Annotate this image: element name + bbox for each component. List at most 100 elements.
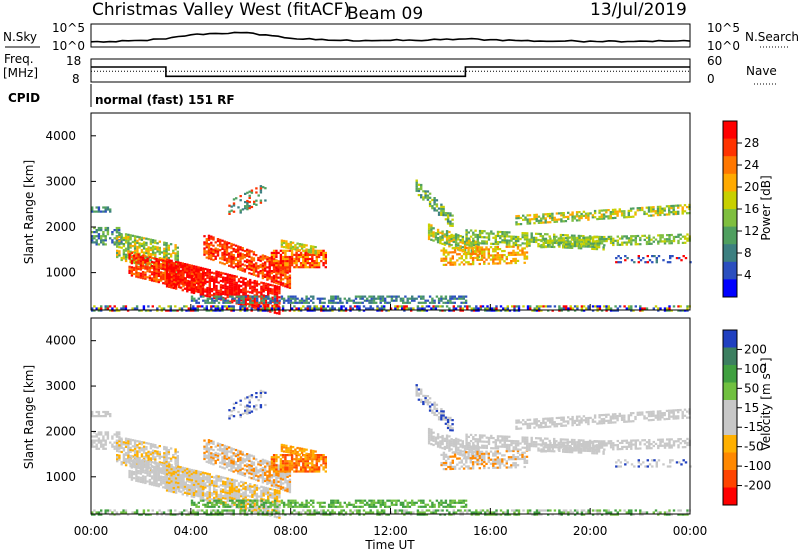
scatter-cell [199,473,202,476]
scatter-cell [290,257,294,261]
scatter-cell [172,278,175,281]
scatter-cell [464,295,468,298]
scatter-cell [422,190,425,193]
scatter-cell [140,453,144,456]
scatter-cell [529,305,532,308]
scatter-cell [451,295,454,298]
scatter-cell [618,210,621,213]
scatter-cell [487,236,491,239]
scatter-cell [183,483,187,486]
scatter-cell [506,305,509,308]
scatter-cell [526,232,529,235]
scatter-cell [516,247,520,250]
scatter-cell [102,235,105,238]
scatter-cell [679,233,682,236]
scatter-cell [281,266,285,269]
scatter-cell [648,240,651,243]
scatter-cell [515,305,518,308]
scatter-cell [533,213,536,217]
scatter-cell [307,301,310,304]
scatter-cell [255,305,259,308]
scatter-cell [226,485,229,488]
scatter-cell [496,246,499,249]
scatter-cell [659,205,662,208]
scatter-cell [517,217,520,220]
scatter-cell [433,301,436,304]
scatter-cell [485,236,488,239]
scatter-cell [517,214,520,218]
scatter-cell [281,270,285,273]
scatter-cell [526,220,529,223]
scatter-cell [97,226,101,230]
scatter-cell [465,229,468,232]
scatter-cell [461,250,464,253]
scatter-cell [186,484,189,487]
scatter-cell [258,291,261,294]
scatter-cell [253,508,256,511]
scatter-cell [124,239,128,242]
scatter-cell [130,260,134,263]
scatter-cell [165,454,168,457]
scatter-cell [512,237,515,240]
scatter-cell [106,437,110,440]
scatter-cell [313,262,316,265]
scatter-cell [223,252,226,255]
scatter-cell [320,305,323,308]
scatter-cell [271,292,274,295]
scatter-cell [133,239,137,242]
scatter-cell [684,237,687,240]
scatter-cell [155,268,158,271]
scatter-cell [127,446,130,449]
scatter-cell [224,497,227,500]
scatter-cell [296,242,299,245]
scatter-cell [366,297,369,300]
scatter-cell [614,212,617,215]
scatter-cell [179,278,182,281]
scatter-cell [146,276,149,279]
scatter-cell [214,257,217,260]
scatter-cell [219,494,223,497]
scatter-cell [269,297,272,300]
scatter-cell [197,274,200,277]
scatter-cell [526,234,529,237]
scatter-cell [116,441,119,444]
scatter-cell [135,255,138,258]
scatter-cell [595,248,599,251]
scatter-cell [260,498,263,501]
scatter-cell [591,309,595,312]
scatter-cell [95,229,98,232]
scatter-cell [172,466,175,469]
scatter-cell [315,262,318,265]
scatter-cell [183,283,187,286]
scatter-cell [102,410,105,414]
scatter-cell [128,267,131,270]
scatter-cell [139,464,143,467]
scatter-cell [585,307,588,310]
scatter-cell [295,251,298,254]
scatter-cell [201,271,205,274]
scatter-cell [172,491,175,494]
scatter-cell [512,251,515,254]
scatter-cell [232,243,235,246]
scatter-cell [457,248,460,251]
scatter-cell [636,234,640,238]
scatter-cell [168,479,171,482]
scatter-cell [569,305,572,308]
scatter-cell [250,205,254,209]
scatter-cell [686,307,689,310]
scatter-cell [97,439,101,442]
colorbar-tick-label: 28 [744,136,759,150]
scatter-cell [275,255,278,259]
scatter-cell [186,471,189,475]
scatter-cell [495,305,498,308]
scatter-cell [199,495,202,498]
scatter-cell [113,309,116,312]
scatter-cell [160,257,164,260]
scatter-cell [139,268,143,271]
scatter-cell [549,221,552,224]
scatter-cell [140,441,144,444]
scatter-cell [167,467,170,470]
scatter-cell [222,276,225,279]
scatter-cell [199,287,202,290]
scatter-cell [661,236,664,239]
